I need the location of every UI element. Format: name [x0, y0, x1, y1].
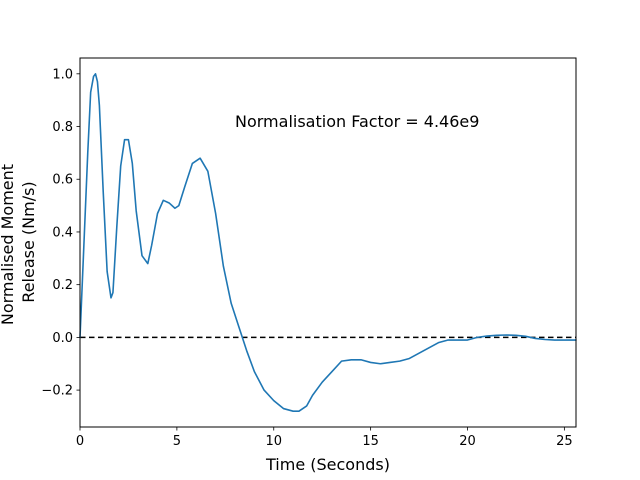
x-tick-label: 10 — [265, 434, 282, 449]
y-axis-label: Normalised Moment Release (Nm/s) — [0, 159, 38, 325]
x-tick-label: 0 — [76, 434, 84, 449]
plot-frame — [79, 57, 577, 428]
y-tick-label: 0.0 — [52, 331, 73, 346]
x-axis-label: Time (Seconds) — [265, 455, 390, 474]
y-tick-label: 0.4 — [52, 225, 73, 240]
normalisation-factor-annotation: Normalisation Factor = 4.46e9 — [235, 112, 479, 131]
y-axis-label-line-2: Release (Nm/s) — [19, 181, 38, 302]
series-line-0 — [79, 73, 577, 412]
plot-area — [79, 73, 577, 412]
x-tick-label: 25 — [556, 434, 573, 449]
x-tick-label: 15 — [362, 434, 379, 449]
x-tick-label: 20 — [459, 434, 476, 449]
x-tick-label: 5 — [173, 434, 181, 449]
y-tick-label: −0.2 — [41, 384, 73, 399]
y-axis-label-line-1: Normalised Moment — [0, 164, 17, 325]
y-tick-label: 1.0 — [52, 67, 73, 82]
y-tick-label: 0.6 — [52, 173, 73, 188]
axis-ticks: 0 5 10 15 20 25 −0.2 0.0 0.2 0.4 0.6 0.8 1.0 — [41, 67, 572, 449]
y-tick-label: 0.8 — [52, 120, 73, 135]
y-tick-label: 0.2 — [52, 278, 73, 293]
